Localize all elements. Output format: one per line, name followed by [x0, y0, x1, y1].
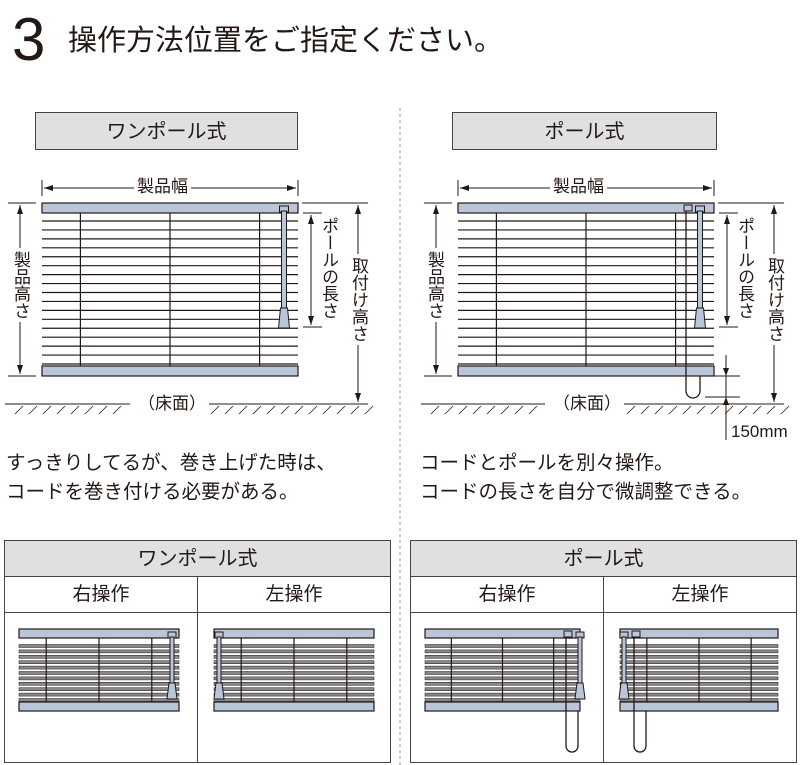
floor-hatch: [70, 405, 80, 415]
arrowhead: [355, 205, 361, 214]
cord-bracket: [683, 204, 693, 212]
floor-hatch: [472, 405, 482, 415]
floor-hatch: [654, 405, 664, 415]
table-title: ポール式: [411, 541, 796, 577]
arrowhead: [433, 205, 439, 214]
arrowhead: [287, 185, 296, 191]
floor-hatch: [626, 405, 636, 415]
floor-hatch: [528, 405, 538, 415]
arrowhead: [724, 215, 730, 224]
arrowhead: [17, 365, 23, 374]
floor-hatch: [98, 405, 108, 415]
mount-height-label: 取付け高さ: [764, 254, 784, 345]
floor-hatch: [280, 405, 290, 415]
floor-hatch: [238, 405, 248, 415]
floor-hatch: [252, 405, 262, 415]
one-pole-caption-1: すっきりしてるが、巻き上げた時は、: [6, 451, 336, 474]
arrowhead: [355, 393, 361, 402]
floor-hatch: [364, 405, 374, 415]
bottom-rail: [457, 365, 715, 377]
floor-hatch: [430, 405, 440, 415]
floor-label: （床面）: [135, 394, 209, 414]
floor-hatch: [294, 405, 304, 415]
arrowhead: [308, 316, 314, 325]
floor-hatch: [682, 405, 692, 415]
pole-type-label: ポール式: [452, 112, 717, 150]
floor-hatch: [210, 405, 220, 415]
floor-hatch: [458, 405, 468, 415]
floor-hatch: [710, 405, 720, 415]
floor-hatch: [42, 405, 52, 415]
arrowhead: [703, 185, 712, 191]
page-title: 操作方法位置をご指定ください。: [68, 23, 504, 57]
floor-hatch: [752, 405, 762, 415]
floor-hatch: [14, 405, 24, 415]
product-height-label: 製品高さ: [424, 248, 444, 322]
pole-caption-1: コードとポールを別々操作。: [420, 451, 674, 474]
arrowhead: [44, 185, 53, 191]
floor-label: （床面）: [550, 394, 624, 414]
floor-hatch: [486, 405, 496, 415]
left-operation-header: 左操作: [265, 583, 323, 605]
clearance-label: 150mm: [731, 422, 788, 441]
pole-handle: [277, 307, 291, 329]
left-operation-cell: [604, 613, 796, 763]
floor-hatch: [308, 405, 318, 415]
head-rail: [41, 202, 299, 214]
arrowhead: [460, 185, 469, 191]
wand-pole: [697, 210, 703, 309]
floor-hatch: [640, 405, 650, 415]
product-height-label: 製品高さ: [10, 248, 30, 322]
arrowhead: [724, 316, 730, 325]
right-operation-cell: [411, 613, 604, 763]
pole-length-label: ポールの長さ: [318, 214, 338, 322]
floor-hatch: [514, 405, 524, 415]
floor-hatch: [112, 405, 122, 415]
left-operation-header: 左操作: [671, 583, 729, 605]
floor-hatch: [84, 405, 94, 415]
floor-hatch: [444, 405, 454, 415]
wand-pole: [281, 210, 287, 309]
product-width-label: 製品幅: [134, 177, 191, 197]
floor-hatch: [266, 405, 276, 415]
floor-hatch: [56, 405, 66, 415]
floor-hatch: [336, 405, 346, 415]
table-title: ワンポール式: [5, 541, 390, 577]
arrowhead: [308, 215, 314, 224]
one-pole-caption-2: コードを巻き付ける必要がある。: [6, 480, 299, 503]
pole-length-label: ポールの長さ: [734, 214, 754, 322]
floor-hatch: [500, 405, 510, 415]
right-operation-header: 右操作: [411, 577, 604, 612]
floor-hatch: [696, 405, 706, 415]
right-operation-cell: [5, 613, 198, 763]
floor-hatch: [780, 405, 790, 415]
arrowhead: [433, 365, 439, 374]
arrowhead: [771, 393, 777, 402]
pole-handle: [693, 307, 707, 329]
arrowhead: [723, 368, 729, 376]
pole-table: ポール式 右操作 左操作: [410, 540, 797, 763]
one-pole-label: ワンポール式: [35, 112, 298, 150]
floor-hatch: [668, 405, 678, 415]
floor-hatch: [738, 405, 748, 415]
one-pole-table: ワンポール式 右操作 左操作: [4, 540, 391, 763]
arrowhead: [723, 397, 729, 405]
floor-hatch: [350, 405, 360, 415]
floor-hatch: [322, 405, 332, 415]
step-number: 3: [12, 6, 46, 73]
floor-hatch: [224, 405, 234, 415]
bottom-rail: [41, 365, 299, 377]
left-operation-cell: [198, 613, 390, 763]
head-rail: [457, 202, 715, 214]
product-width-label: 製品幅: [550, 177, 607, 197]
mount-height-label: 取付け高さ: [348, 254, 368, 345]
right-operation-header: 右操作: [5, 577, 198, 612]
floor-hatch: [28, 405, 38, 415]
arrowhead: [17, 205, 23, 214]
floor-hatch: [766, 405, 776, 415]
pole-caption-2: コードの長さを自分で微調整できる。: [420, 480, 752, 503]
arrowhead: [771, 205, 777, 214]
pull-cord: [685, 211, 701, 399]
